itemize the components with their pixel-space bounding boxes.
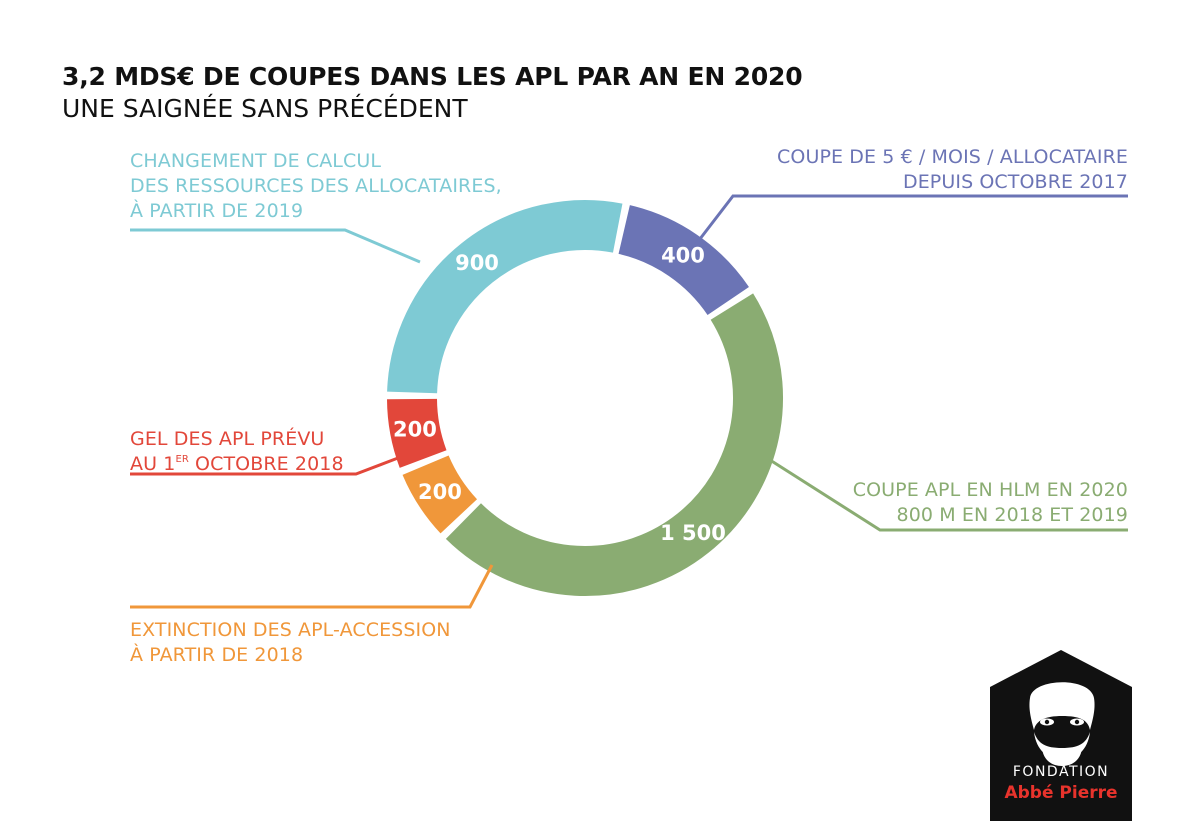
label-calcul-line2: DES RESSOURCES DES ALLOCATAIRES, [130, 175, 502, 197]
label-calcul-line3: À PARTIR DE 2019 [130, 200, 304, 222]
slice-calcul [387, 200, 623, 394]
label-hlm-line2: 800 M EN 2018 ET 2019 [896, 504, 1128, 526]
label-gel-line1: GEL DES APL PRÉVU [130, 428, 325, 450]
logo-line2: Abbé Pierre [1004, 783, 1118, 803]
label-calcul: CHANGEMENT DE CALCUL DES RESSOURCES DES … [130, 149, 502, 224]
label-hlm-line1: COUPE APL EN HLM EN 2020 [852, 479, 1128, 501]
label-extinction-line1: EXTINCTION DES APL-ACCESSION [130, 619, 451, 641]
label-extinction: EXTINCTION DES APL-ACCESSION À PARTIR DE… [130, 618, 451, 668]
chart-title: 3,2 MDS€ DE COUPES DANS LES APL PAR AN E… [62, 62, 803, 91]
leader-line-hlm [769, 458, 1128, 532]
label-coupe5: COUPE DE 5 € / MOIS / ALLOCATAIRE DEPUIS… [777, 145, 1128, 195]
leader-line-calcul [130, 228, 421, 264]
label-gel: GEL DES APL PRÉVU AU 1ER OCTOBRE 2018 [130, 427, 344, 477]
label-extinction-line2: À PARTIR DE 2018 [130, 644, 304, 666]
portrait-house-icon [990, 650, 1132, 821]
label-hlm: COUPE APL EN HLM EN 2020 800 M EN 2018 E… [853, 478, 1128, 528]
logo-line1: FONDATION [1012, 764, 1110, 780]
label-coupe5-line2: DEPUIS OCTOBRE 2017 [902, 171, 1128, 193]
label-gel-line2-b: OCTOBRE 2018 [188, 453, 344, 475]
value-calcul: 900 [455, 251, 499, 275]
leader-line-coupe5 [691, 194, 1128, 249]
label-gel-line2: AU 1ER OCTOBRE 2018 [130, 452, 344, 477]
leader-line-extinction [130, 564, 494, 609]
slice-coupe5 [617, 205, 749, 316]
label-calcul-line1: CHANGEMENT DE CALCUL [130, 150, 382, 172]
slice-hlm [445, 293, 783, 596]
value-coupe5: 400 [661, 243, 705, 267]
value-hlm: 1 500 [660, 521, 726, 545]
chart-subtitle: UNE SAIGNÉE SANS PRÉCÉDENT [62, 94, 468, 123]
leader-line-gel [130, 456, 399, 476]
value-gel: 200 [393, 418, 437, 442]
label-gel-superscript: ER [175, 454, 189, 465]
label-coupe5-line1: COUPE DE 5 € / MOIS / ALLOCATAIRE [777, 146, 1128, 168]
label-gel-line2-a: AU 1 [130, 453, 176, 475]
slice-gel [387, 398, 447, 468]
slice-extinction [402, 454, 478, 534]
value-extinction: 200 [418, 480, 462, 504]
